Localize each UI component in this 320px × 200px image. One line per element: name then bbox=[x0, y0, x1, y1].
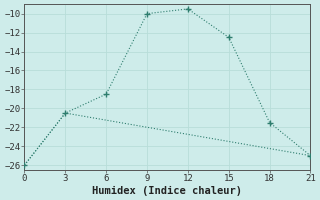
X-axis label: Humidex (Indice chaleur): Humidex (Indice chaleur) bbox=[92, 186, 243, 196]
